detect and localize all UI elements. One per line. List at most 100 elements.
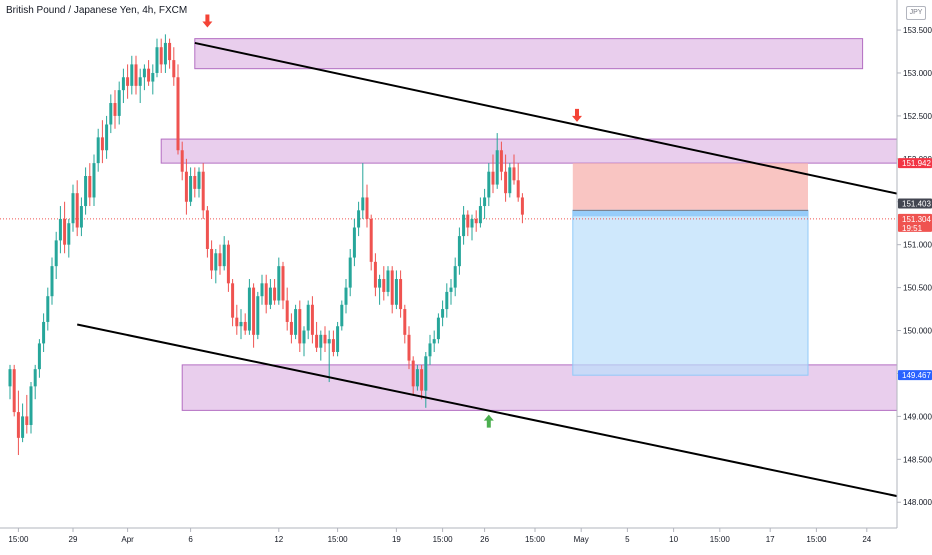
candle-body [100,137,104,151]
candle-body [231,283,235,318]
candle-body [344,287,348,305]
candle-body [306,304,310,331]
candle-body [21,416,25,438]
candle-body [491,171,495,185]
x-tick-label: 15:00 [433,535,454,544]
y-tick-label: 152.500 [903,112,932,121]
candle-body [441,309,445,318]
candle-body [470,218,474,228]
candle-body [478,206,482,224]
up-arrow-bottom [483,414,494,428]
candle-body [218,253,222,267]
candle-body [46,296,50,322]
candle-body [117,90,121,116]
candle-body [88,176,92,198]
candle-body [487,171,491,198]
x-tick-label: Apr [121,535,134,544]
x-tick-label: 26 [480,535,489,544]
candle-body [285,300,289,322]
candle-body [453,266,457,288]
candle-body [281,266,285,301]
candle-body [210,248,214,271]
candle-body [222,244,226,267]
candle-body [138,77,142,86]
candle-body [340,304,344,327]
candle-body [33,369,37,387]
candle-body [407,334,411,361]
y-tick-label: 148.500 [903,455,932,464]
candle-body [319,334,323,348]
candle-body [147,68,151,82]
candle-body [382,279,386,292]
candle-body [50,266,54,297]
candle-body [184,171,188,202]
y-tick-label: 150.500 [903,284,932,293]
currency-badge[interactable]: JPY [906,6,926,20]
candle-body [499,150,503,172]
x-tick-label: 5 [625,535,630,544]
candle-body [42,321,46,344]
entry-band [572,210,808,217]
y-tick-label: 153.500 [903,26,932,35]
price-axis [897,0,932,550]
x-tick-label: 19 [392,535,401,544]
last-price-label-bg [898,213,932,232]
candle-body [415,369,419,387]
candle-body [462,214,466,237]
x-tick-label: 15:00 [525,535,546,544]
candle-body [176,77,180,151]
y-tick-label: 149.000 [903,412,932,421]
candle-body [512,167,516,181]
candle-body [235,317,239,327]
last-price-label: 151.304 [902,215,931,224]
candle-body [508,167,512,194]
candle-body [243,321,247,331]
candle-body [352,227,356,258]
candle-body [348,257,352,288]
candle-body [445,291,449,310]
x-tick-label: 15:00 [710,535,731,544]
x-tick-label: 12 [274,535,283,544]
candle-body [483,197,487,207]
candle-body [504,171,508,194]
target-price-label-bg [898,370,932,381]
candle-body [277,266,281,301]
candle-body [109,103,113,125]
supply-zone-middle [160,138,898,164]
candle-body [399,279,403,310]
last-price-label-countdown: 19:51 [902,224,923,233]
candle-body [79,206,83,228]
candle-body [159,47,163,65]
candle-body [226,244,230,284]
candle-body [71,193,75,224]
candle-body [420,369,424,391]
upper-zone-price-label: 151.942 [902,159,931,168]
candle-body [172,60,176,78]
candle-body [163,42,167,65]
current-price-label-bg [898,198,932,209]
candle-body [331,339,335,352]
candle-body [411,360,415,387]
x-tick-label: 29 [69,535,78,544]
candle-body [75,193,79,228]
upper-zone-price-label-bg [898,158,932,169]
candle-body [134,64,138,86]
candle-body [130,64,134,86]
x-tick-label: 17 [766,535,775,544]
candle-body [205,210,209,249]
candle-body [289,321,293,335]
target-price-label: 149.467 [902,371,931,380]
candle-body [214,253,218,271]
y-tick-label: 151.000 [903,241,932,250]
candle-body [8,369,12,387]
candle-body [247,287,251,331]
stop-loss-area [572,163,808,211]
candle-body [516,180,520,198]
candle-body [365,197,369,219]
y-tick-label: 148.000 [903,498,932,507]
x-tick-label: 24 [862,535,871,544]
candle-body [298,309,302,344]
candle-body [180,150,184,172]
